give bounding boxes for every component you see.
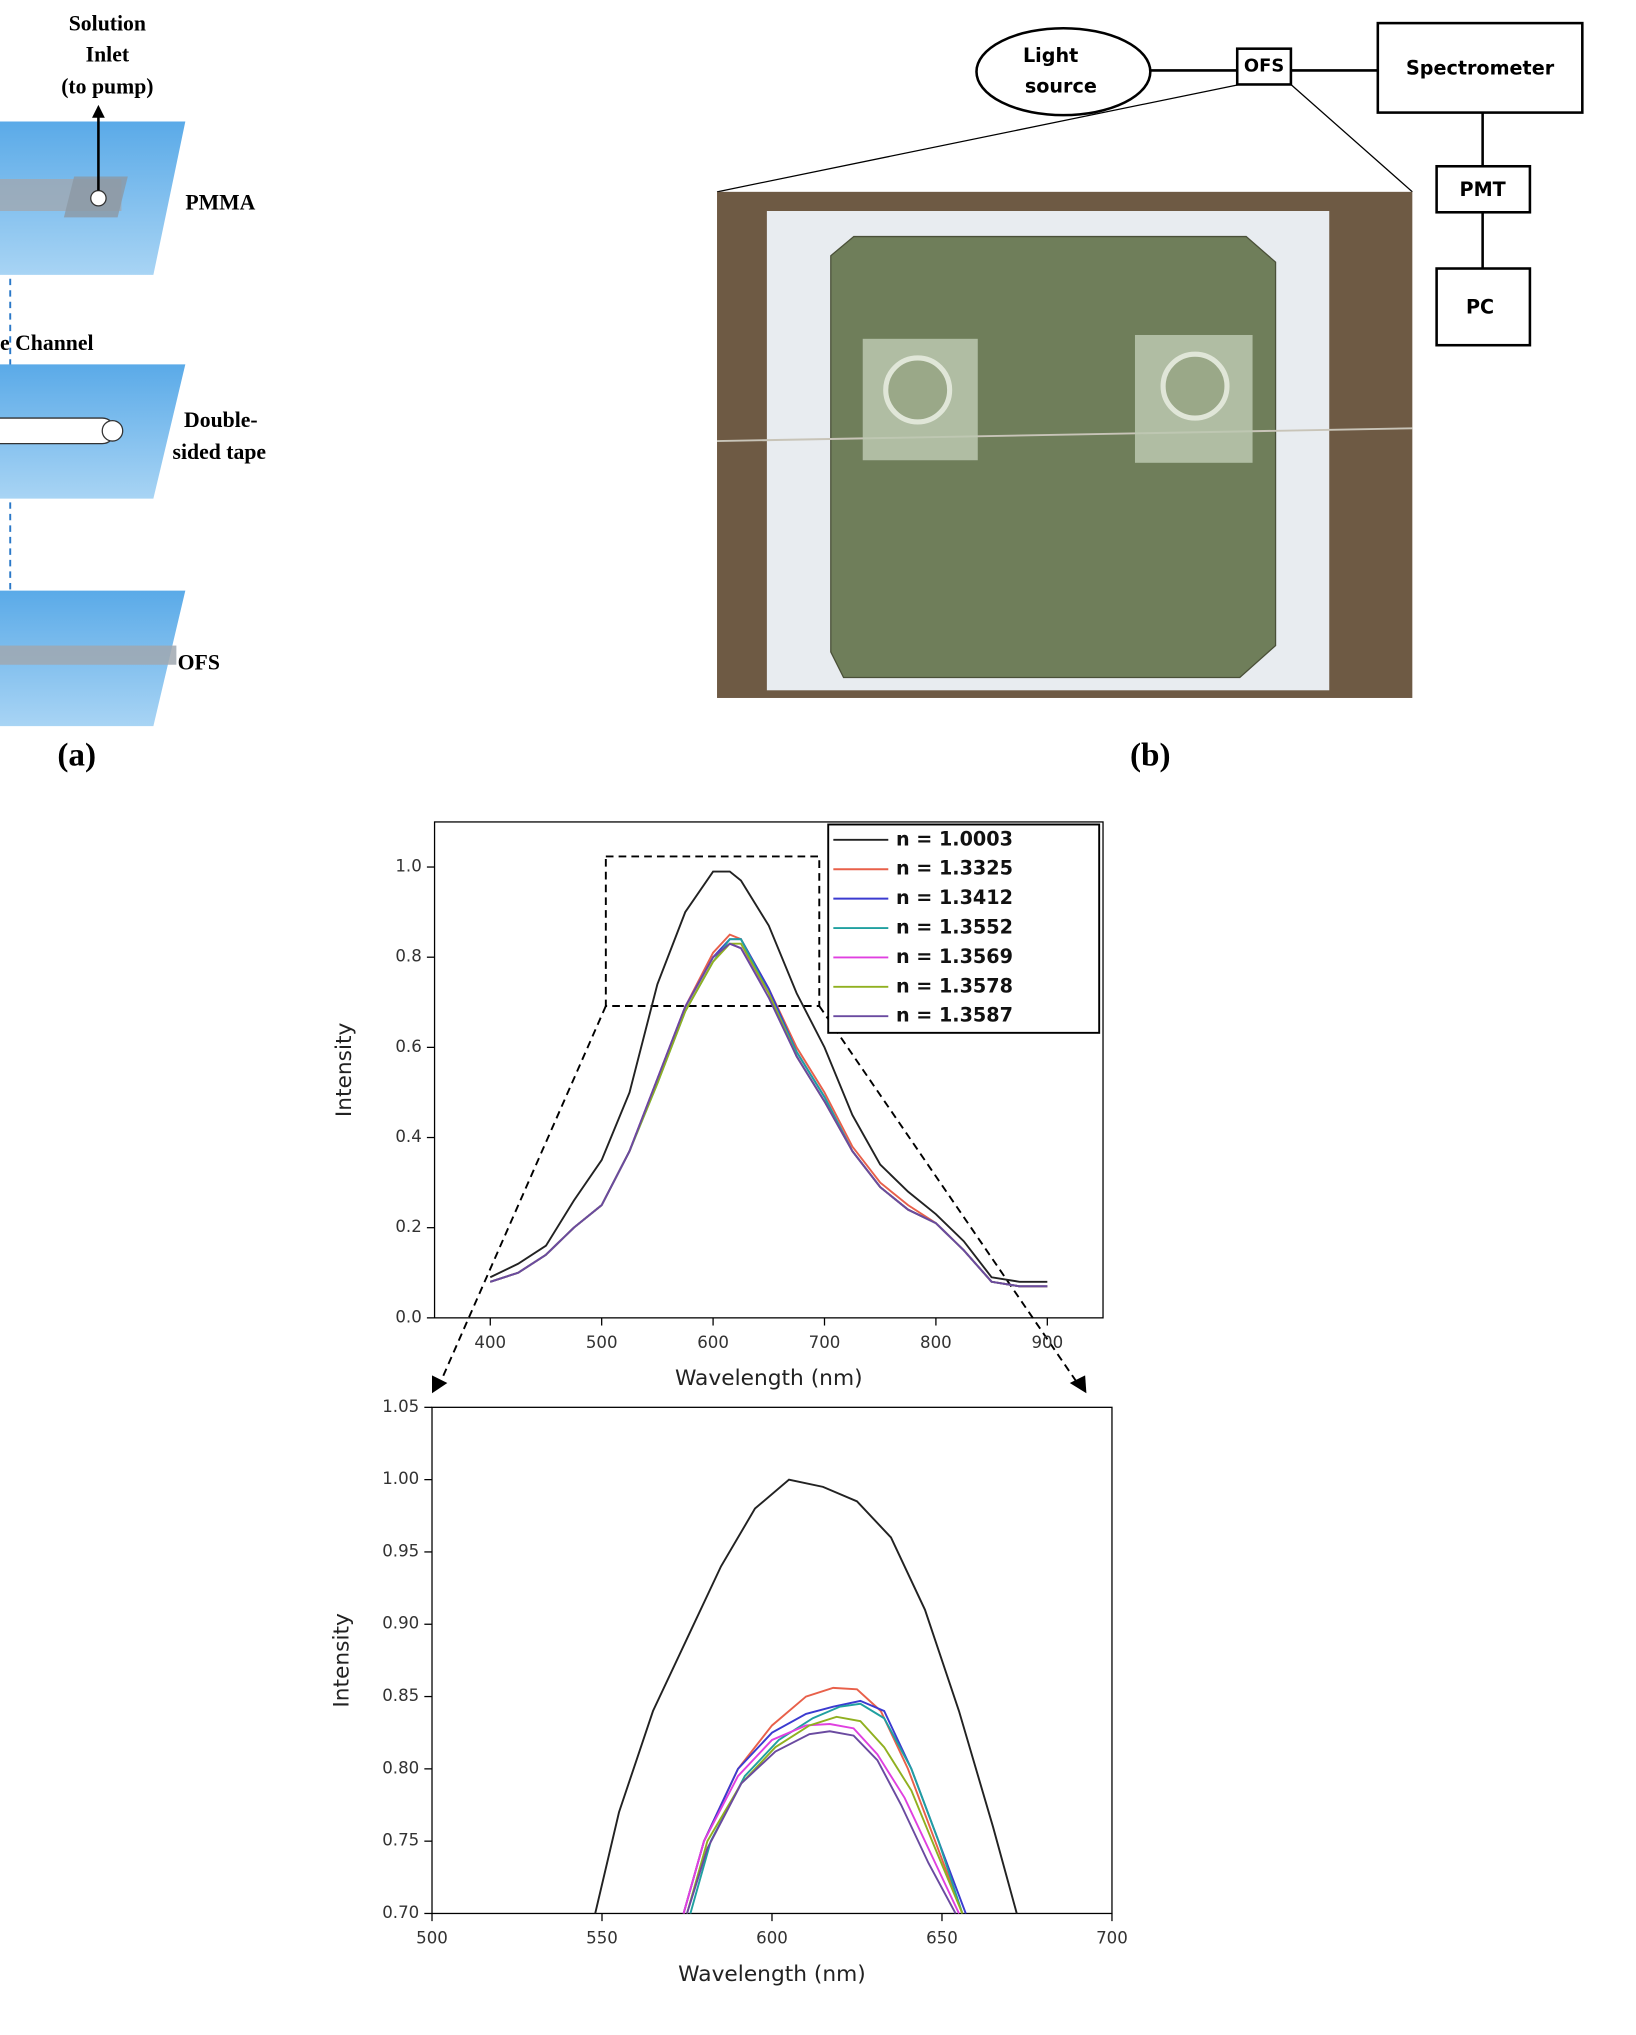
label: PC <box>1466 296 1494 319</box>
arrow-head <box>432 1375 448 1394</box>
x-tick-label: 500 <box>416 1929 448 1948</box>
label: Solution <box>69 12 146 36</box>
pc-box <box>1435 267 1532 347</box>
label: sided tape <box>173 440 267 464</box>
label: Inlet <box>86 42 130 66</box>
y-tick-label: 1.0 <box>395 857 421 876</box>
series-line <box>489 942 1048 1288</box>
label: Light <box>1023 44 1078 67</box>
fiber <box>0 645 177 665</box>
channel-cutout <box>0 417 116 445</box>
panel-a: Solution Inlet (to pump) PMMA e Channel … <box>0 12 266 774</box>
x-tick-label: 700 <box>1096 1929 1128 1948</box>
zoom-line <box>1290 83 1413 193</box>
x-tick-label: 900 <box>1031 1333 1063 1352</box>
panel-b: Light source OFS Spectrometer PMT PC (b) <box>716 21 1584 774</box>
label: (to pump) <box>61 74 153 98</box>
x-axis-label: Wavelength (nm) <box>678 1962 866 1987</box>
zoom-indicator <box>432 855 1087 1394</box>
chart: 500 550 600 650 700 0.70 0.75 0.80 0.85 0.90 0.95 1… <box>330 1397 1128 1987</box>
x-tick-label: 500 <box>586 1333 618 1352</box>
series-line <box>682 1723 960 1914</box>
plot-frame <box>431 1406 1113 1915</box>
series-line <box>594 1478 1018 1914</box>
series-line <box>686 1730 957 1914</box>
zoom-arrow <box>437 1005 607 1388</box>
y-tick-label: 1.00 <box>382 1469 419 1488</box>
label: PMT <box>1460 178 1506 201</box>
legend-label: n = 1.3412 <box>896 886 1013 909</box>
series-line <box>686 1715 964 1914</box>
device-photo <box>717 191 1413 698</box>
label: e Channel <box>0 331 94 355</box>
legend-label: n = 1.3578 <box>896 974 1013 997</box>
x-tick-label: 600 <box>697 1333 729 1352</box>
y-tick-label: 0.80 <box>382 1758 419 1777</box>
fiber <box>717 427 1413 443</box>
inlet-hole <box>90 189 107 207</box>
y-tick-label: 1.05 <box>382 1397 419 1416</box>
series-line <box>689 1702 964 1914</box>
arrow-head <box>92 104 105 118</box>
y-tick-label: 0.2 <box>395 1217 421 1236</box>
x-tick-label: 600 <box>756 1929 788 1948</box>
legend-label: n = 1.3325 <box>896 857 1013 880</box>
zoom-arrow <box>818 1005 1081 1388</box>
y-tick-label: 0.0 <box>395 1307 421 1326</box>
spectrometer-box <box>1376 21 1584 114</box>
x-axis-label: Wavelength (nm) <box>675 1366 863 1391</box>
light-source <box>975 26 1152 117</box>
arrow-head <box>1069 1375 1087 1394</box>
legend-label: n = 1.3552 <box>896 916 1013 939</box>
y-tick-label: 0.95 <box>382 1541 419 1560</box>
plot-frame <box>433 821 1104 1319</box>
chart: 400 500 600 700 800 900 0.0 0.2 0.4 0.6 0.8 1.0 Wave… <box>332 821 1104 1391</box>
x-tick-label: 800 <box>920 1333 952 1352</box>
pmt-box <box>1435 164 1532 214</box>
ofs-box <box>1235 47 1293 86</box>
y-axis-label: Intensity <box>332 1022 357 1117</box>
label: Spectrometer <box>1406 57 1555 80</box>
y-tick-label: 0.70 <box>382 1903 419 1922</box>
legend-label: n = 1.3587 <box>896 1004 1013 1027</box>
label: source <box>1025 75 1097 98</box>
series-line <box>489 870 1048 1283</box>
port-ring <box>883 355 953 425</box>
x-tick-label: 700 <box>809 1333 841 1352</box>
x-tick-label: 400 <box>474 1333 506 1352</box>
y-tick-label: 0.75 <box>382 1831 419 1850</box>
legend-label: n = 1.3569 <box>896 945 1013 968</box>
y-axis-label: Intensity <box>330 1613 355 1708</box>
y-tick-label: 0.8 <box>395 947 421 966</box>
y-tick-label: 0.6 <box>395 1037 421 1056</box>
zoom-line <box>716 83 1240 193</box>
x-tick-label: 550 <box>586 1929 618 1948</box>
zoom-box <box>604 855 821 1007</box>
x-tick-label: 650 <box>926 1929 958 1948</box>
label: OFS <box>1244 56 1284 77</box>
label: OFS <box>178 651 220 675</box>
label: PMMA <box>185 191 255 215</box>
y-tick-label: 0.90 <box>382 1614 419 1633</box>
outlet-hole <box>101 419 124 442</box>
y-tick-label: 0.4 <box>395 1127 421 1146</box>
label: Double- <box>184 408 258 432</box>
port-ring <box>1160 351 1230 421</box>
legend-label: n = 1.0003 <box>896 827 1013 850</box>
caption: (b) <box>1130 737 1171 774</box>
y-tick-label: 0.85 <box>382 1686 419 1705</box>
caption: (a) <box>57 737 96 774</box>
